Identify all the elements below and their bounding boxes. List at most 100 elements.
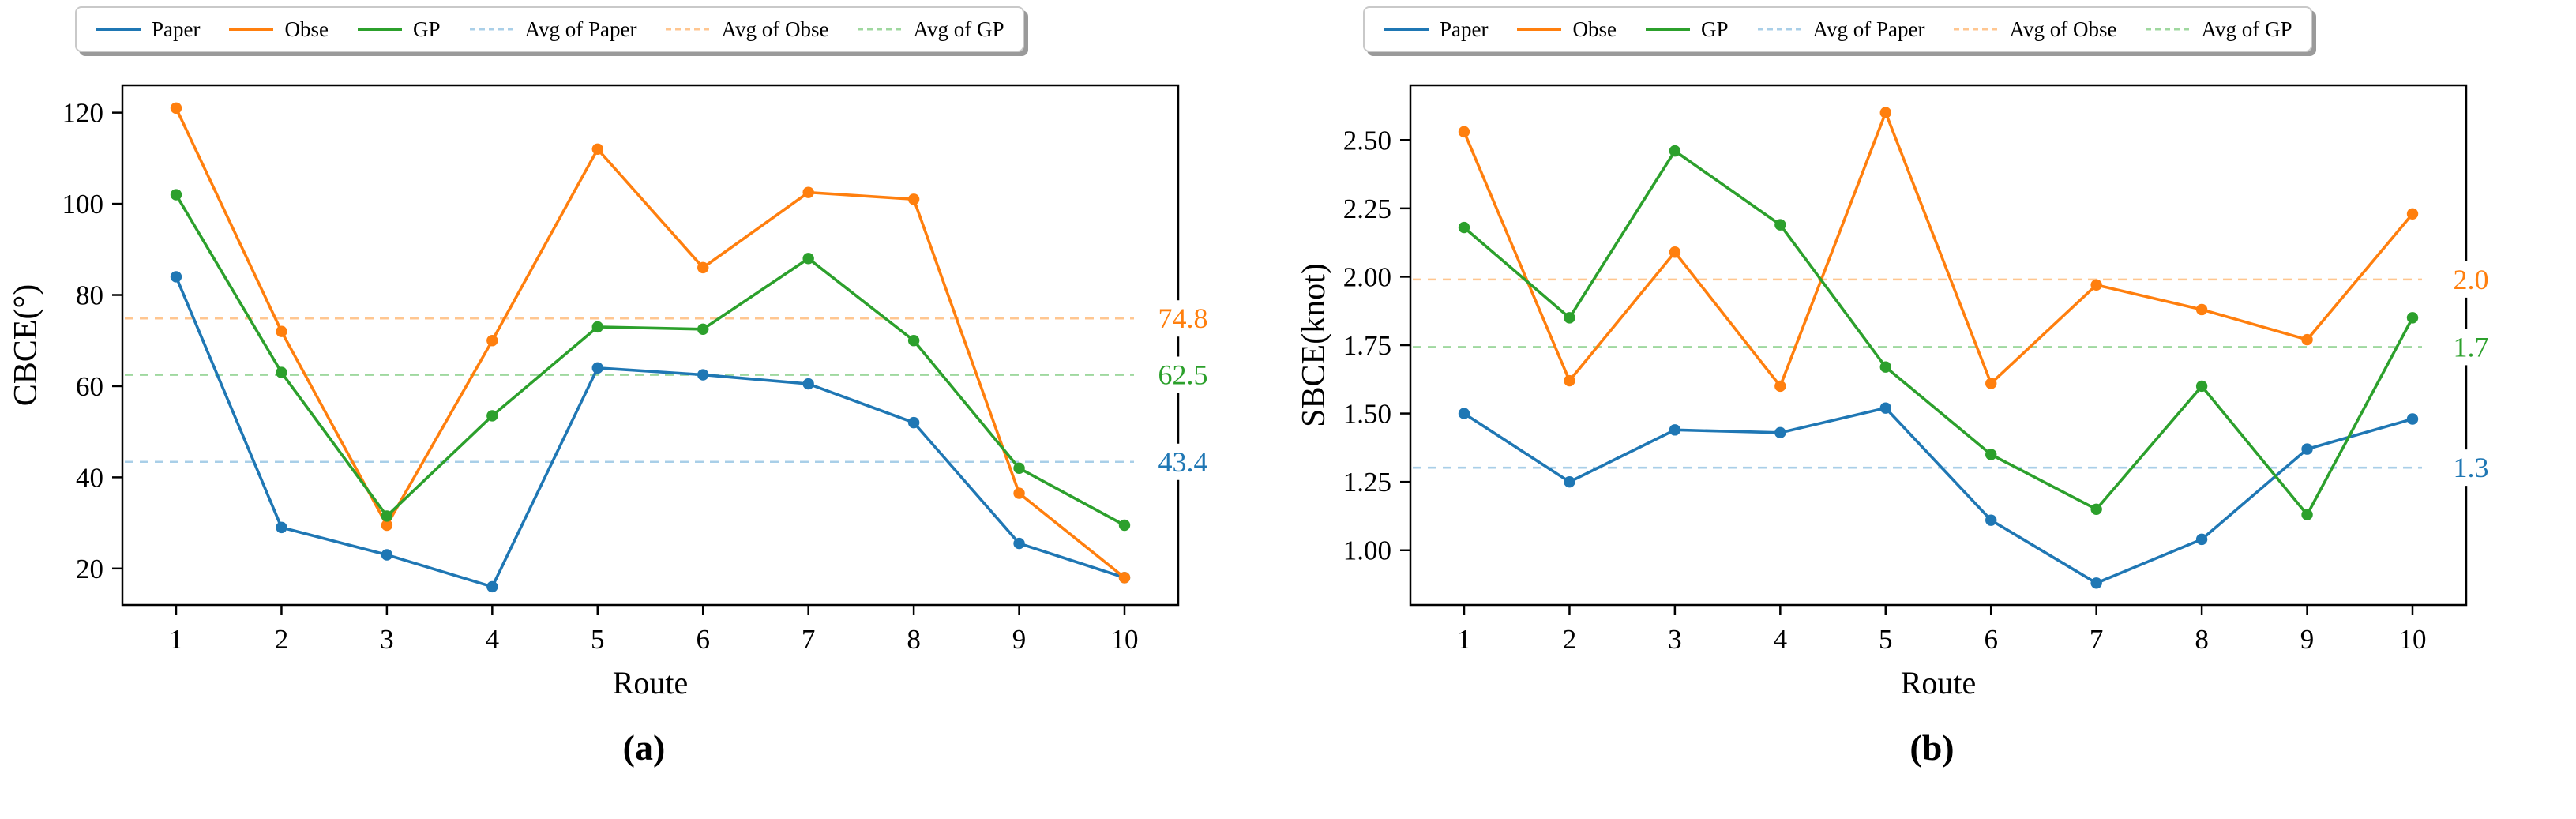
data-point-obse-route-3 (381, 519, 393, 532)
x-tick-label: 4 (486, 624, 500, 655)
x-tick-label: 5 (1879, 624, 1893, 655)
legend-item-paper: Paper (1384, 17, 1488, 42)
avg-label-bg (1139, 356, 1227, 393)
avg-of-paper-line-swatch-icon (469, 28, 514, 31)
data-point-obse-route-4 (486, 335, 498, 347)
data-point-paper-route-7 (802, 378, 814, 390)
x-tick-label: 2 (1563, 624, 1577, 655)
y-axis-label: SBCE(knot) (1296, 263, 1332, 427)
legend-label-avg-of-gp: Avg of GP (2201, 17, 2292, 41)
x-tick-label: 10 (2399, 624, 2427, 655)
data-point-gp-route-10 (1118, 519, 1131, 532)
data-point-paper-route-1 (1458, 408, 1470, 419)
data-point-gp-route-6 (1985, 449, 1997, 460)
obse-line-swatch-icon (229, 28, 274, 31)
data-point-paper-route-4 (1774, 426, 1786, 439)
data-point-paper-route-5 (1879, 402, 1891, 414)
series-line-paper (1463, 406, 2413, 585)
y-tick-label: 1.75 (1343, 330, 1391, 361)
data-point-paper-route-9 (2301, 443, 2313, 455)
gp-line-swatch-icon (1645, 28, 1690, 31)
x-axis-label: Route (613, 665, 689, 701)
legend-item-obse: Obse (1516, 17, 1617, 42)
legend-item-avg-of-paper: Avg of Paper (469, 17, 637, 42)
y-tick-label: 2.25 (1343, 193, 1391, 224)
avg-value-label-avg-of-paper: 1.3 (2454, 452, 2489, 483)
data-point-gp-route-4 (1774, 219, 1786, 231)
x-tick-label: 6 (1984, 624, 1998, 655)
data-point-obse-route-2 (276, 325, 287, 337)
obse-line-swatch-icon (1517, 28, 1562, 31)
x-tick-label: 3 (1668, 624, 1682, 655)
data-point-gp-route-7 (802, 253, 814, 265)
data-point-paper-route-1 (170, 271, 182, 283)
data-point-paper-route-6 (1985, 514, 1997, 526)
avg-label-bg (2427, 329, 2515, 366)
x-tick-label: 9 (1012, 624, 1027, 655)
avg-of-gp-line-swatch-icon (858, 28, 903, 31)
panel-a: Paper Obse GP Avg of Paper Avg of Obse Avg of… (0, 6, 1288, 768)
y-tick-label: 2.00 (1343, 261, 1391, 292)
y-tick-label: 60 (76, 371, 103, 402)
data-point-gp-route-2 (1564, 312, 1575, 324)
data-point-gp-route-6 (697, 323, 709, 335)
legend-label-gp: GP (412, 17, 441, 41)
data-point-obse-route-8 (2195, 303, 2208, 316)
data-point-paper-route-8 (907, 416, 920, 429)
data-point-obse-route-1 (170, 102, 182, 115)
data-point-obse-route-9 (2301, 333, 2313, 346)
legend-label-avg-of-paper: Avg of Paper (1812, 17, 1925, 41)
panel-b: Paper Obse GP Avg of Paper Avg of Obse Avg of… (1288, 0, 2576, 819)
data-point-obse-route-7 (802, 186, 814, 198)
legend-box-b: Paper Obse GP Avg of Paper Avg of Obse Avg of… (1363, 6, 2313, 52)
data-point-gp-route-5 (1879, 361, 1891, 373)
legend-item-avg-of-paper: Avg of Paper (1757, 17, 1925, 42)
legend-row-a: Paper Obse GP Avg of Paper Avg of Obse Avg of… (0, 6, 1288, 52)
caption-b: (b) (1909, 727, 1955, 768)
avg-of-obse-line-swatch-icon (666, 28, 711, 31)
y-tick-label: 40 (76, 462, 103, 493)
avg-value-label-avg-of-paper: 43.4 (1158, 446, 1208, 478)
paper-line-swatch-icon (1384, 28, 1429, 31)
legend-item-gp: GP (1645, 17, 1729, 42)
legend-label-avg-of-obse: Avg of Obse (721, 17, 829, 41)
y-tick-label: 1.50 (1343, 399, 1391, 430)
avg-value-label-avg-of-obse: 2.0 (2454, 264, 2489, 295)
data-point-gp-route-3 (381, 510, 393, 522)
y-tick-label: 20 (76, 554, 103, 584)
avg-of-gp-line-swatch-icon (2146, 28, 2191, 31)
legend-row-b: Paper Obse GP Avg of Paper Avg of Obse Avg of… (1288, 6, 2576, 52)
avg-value-label-avg-of-obse: 74.8 (1158, 302, 1208, 334)
legend-item-gp: GP (357, 17, 441, 42)
x-tick-label: 4 (1774, 624, 1788, 655)
legend-label-gp: GP (1700, 17, 1729, 41)
data-point-paper-route-3 (381, 549, 393, 561)
data-point-obse-route-4 (1774, 380, 1786, 393)
data-point-paper-route-5 (591, 362, 603, 374)
caption-a: (a) (622, 727, 666, 768)
data-point-obse-route-10 (2406, 208, 2419, 220)
x-tick-label: 1 (169, 624, 183, 655)
chart-svg-b: 1.00 1.25 1.50 1.75 2.00 2.25 2.50 1 2 3 4 5 6 7 8 9 10 S… (1296, 84, 2515, 701)
data-point-gp-route-3 (1669, 145, 1681, 157)
data-point-obse-route-6 (1985, 378, 1997, 389)
x-tick-label: 3 (380, 624, 394, 655)
data-point-obse-route-8 (907, 193, 920, 205)
legend-label-avg-of-paper: Avg of Paper (524, 17, 637, 41)
x-tick-label: 2 (275, 624, 289, 655)
plot-border (121, 84, 1180, 607)
x-tick-label: 6 (696, 624, 710, 655)
data-point-obse-route-9 (1013, 487, 1025, 499)
legend-label-paper: Paper (152, 17, 201, 41)
data-point-gp-route-9 (2301, 509, 2313, 520)
legend-item-paper: Paper (96, 17, 200, 42)
legend-label-avg-of-gp: Avg of GP (913, 17, 1004, 41)
series-line-obse (175, 107, 1126, 579)
data-point-gp-route-1 (170, 189, 182, 201)
legend-item-obse: Obse (228, 17, 329, 42)
y-tick-label: 1.25 (1343, 467, 1391, 498)
x-axis-label: Route (1901, 665, 1977, 701)
data-point-gp-route-8 (2195, 380, 2208, 393)
legend-label-paper: Paper (1440, 17, 1489, 41)
